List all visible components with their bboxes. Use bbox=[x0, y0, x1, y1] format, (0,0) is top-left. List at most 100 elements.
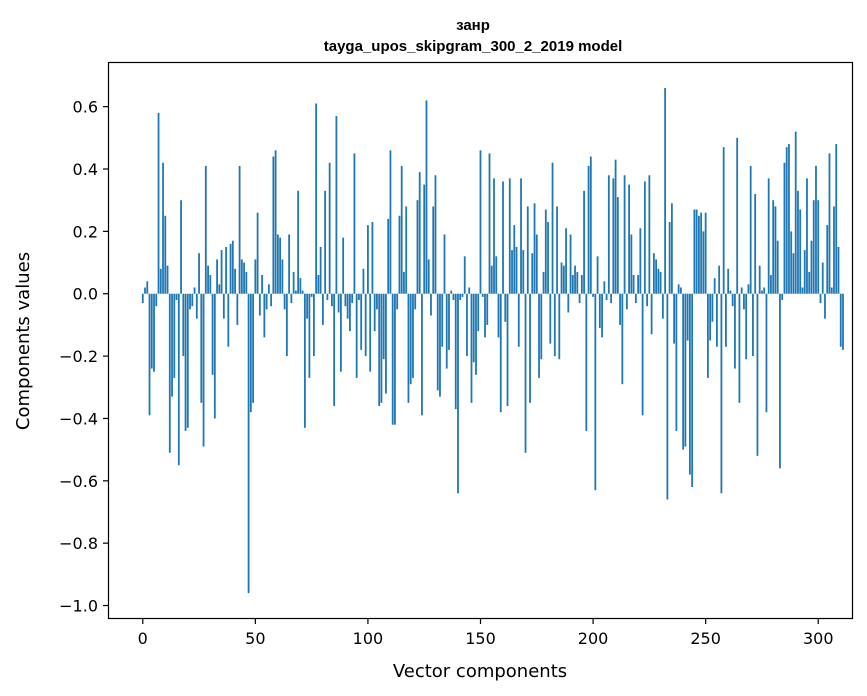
bar bbox=[409, 293, 412, 385]
bar bbox=[391, 293, 394, 425]
bar bbox=[725, 293, 727, 347]
bar bbox=[738, 293, 741, 403]
bar bbox=[400, 165, 403, 294]
bar bbox=[144, 287, 146, 294]
bar bbox=[540, 293, 543, 360]
bar bbox=[652, 253, 655, 294]
bar bbox=[639, 228, 642, 294]
bar bbox=[695, 209, 698, 294]
bar bbox=[470, 293, 473, 403]
bar bbox=[396, 293, 399, 310]
bar bbox=[466, 293, 468, 357]
bar bbox=[679, 287, 682, 294]
bar bbox=[754, 193, 757, 294]
bar bbox=[209, 275, 212, 294]
bar bbox=[202, 293, 205, 447]
bar bbox=[837, 246, 840, 294]
bar bbox=[222, 293, 225, 319]
bar bbox=[288, 234, 291, 294]
bar bbox=[824, 293, 826, 319]
bar bbox=[770, 275, 772, 294]
bar bbox=[614, 159, 617, 294]
bar bbox=[576, 271, 579, 294]
bar bbox=[290, 293, 293, 304]
bar bbox=[616, 197, 619, 294]
y-tick-label: 0.4 bbox=[73, 160, 98, 179]
bar bbox=[198, 253, 200, 294]
bar bbox=[258, 293, 261, 316]
bar bbox=[592, 293, 594, 297]
bar bbox=[538, 293, 540, 378]
bar bbox=[159, 268, 162, 294]
bar bbox=[229, 243, 232, 294]
bar bbox=[180, 200, 182, 294]
bar bbox=[306, 293, 309, 319]
bar bbox=[353, 153, 356, 294]
bar bbox=[810, 240, 813, 294]
bar bbox=[204, 165, 207, 294]
bar bbox=[707, 293, 709, 378]
x-tick-label: 250 bbox=[690, 629, 721, 648]
bar bbox=[157, 112, 160, 294]
bar bbox=[781, 293, 784, 300]
bar bbox=[761, 290, 763, 294]
bar bbox=[763, 287, 766, 294]
bar bbox=[333, 293, 336, 406]
bar bbox=[448, 293, 450, 350]
bar bbox=[252, 293, 254, 403]
bar bbox=[283, 293, 286, 310]
bar bbox=[256, 212, 259, 294]
bar bbox=[297, 190, 300, 294]
bar bbox=[817, 200, 820, 294]
bar bbox=[315, 103, 318, 294]
bar bbox=[218, 284, 221, 294]
bar bbox=[369, 293, 372, 372]
y-tick-label: −0.2 bbox=[59, 347, 98, 366]
bar bbox=[553, 293, 556, 357]
bar bbox=[686, 293, 689, 341]
bar bbox=[416, 200, 419, 294]
bar bbox=[628, 184, 630, 294]
bar bbox=[162, 162, 164, 294]
bar bbox=[648, 175, 651, 294]
bar bbox=[641, 293, 644, 416]
bar bbox=[177, 293, 180, 466]
bar bbox=[779, 293, 781, 469]
bar bbox=[380, 293, 383, 403]
bar bbox=[623, 175, 626, 294]
bar bbox=[349, 293, 351, 332]
bar bbox=[443, 234, 446, 294]
bar bbox=[265, 293, 268, 310]
bar bbox=[792, 253, 795, 294]
bar bbox=[463, 256, 466, 294]
bar bbox=[303, 293, 306, 428]
bar bbox=[238, 165, 241, 294]
bar bbox=[533, 203, 536, 294]
bar bbox=[607, 175, 610, 294]
bar bbox=[511, 250, 513, 294]
bar bbox=[682, 293, 685, 450]
bar bbox=[522, 250, 525, 294]
bar bbox=[184, 293, 187, 431]
bar bbox=[486, 293, 489, 325]
bar bbox=[551, 162, 554, 294]
bar bbox=[657, 268, 660, 294]
bar bbox=[432, 206, 435, 294]
bar bbox=[166, 265, 169, 294]
bar bbox=[585, 293, 588, 431]
bar bbox=[630, 234, 633, 294]
bar bbox=[281, 259, 284, 294]
bar bbox=[659, 271, 662, 294]
bar bbox=[310, 293, 313, 297]
bar bbox=[193, 287, 196, 294]
bar bbox=[776, 240, 779, 294]
bar bbox=[632, 275, 635, 294]
bar bbox=[756, 293, 759, 456]
y-tick-label: 0.6 bbox=[73, 98, 98, 117]
y-tick-label: −1.0 bbox=[59, 597, 98, 616]
bar bbox=[749, 165, 752, 294]
bar bbox=[439, 293, 441, 397]
bar bbox=[164, 215, 167, 294]
bar bbox=[711, 293, 714, 322]
bar bbox=[619, 293, 621, 325]
